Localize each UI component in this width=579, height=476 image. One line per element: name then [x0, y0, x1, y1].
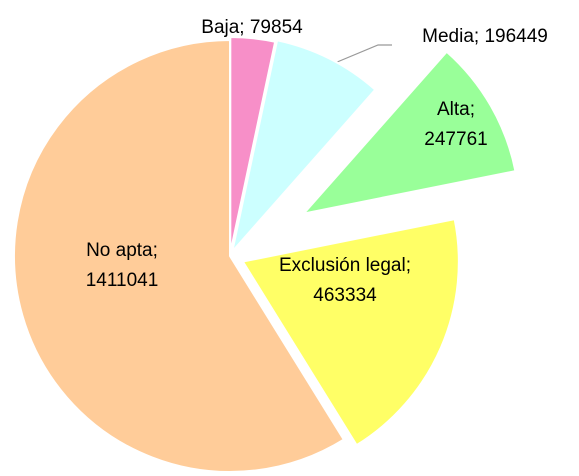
data-label: Media; 196449: [422, 26, 548, 47]
pie-slice: [241, 217, 460, 447]
data-label: Baja; 79854: [201, 17, 303, 38]
data-label: 247761: [424, 129, 487, 150]
leader-line: [329, 44, 392, 66]
pie-slice: [229, 36, 277, 254]
pie-slice: [13, 38, 346, 473]
data-label: Alta;: [437, 99, 475, 120]
pie-slice: [230, 39, 377, 256]
data-label: 1411041: [86, 270, 159, 291]
data-label: No apta;: [86, 240, 158, 261]
data-label: 463334: [313, 285, 377, 306]
pie-slice: [300, 50, 517, 216]
data-label: Exclusión legal;: [279, 255, 411, 276]
